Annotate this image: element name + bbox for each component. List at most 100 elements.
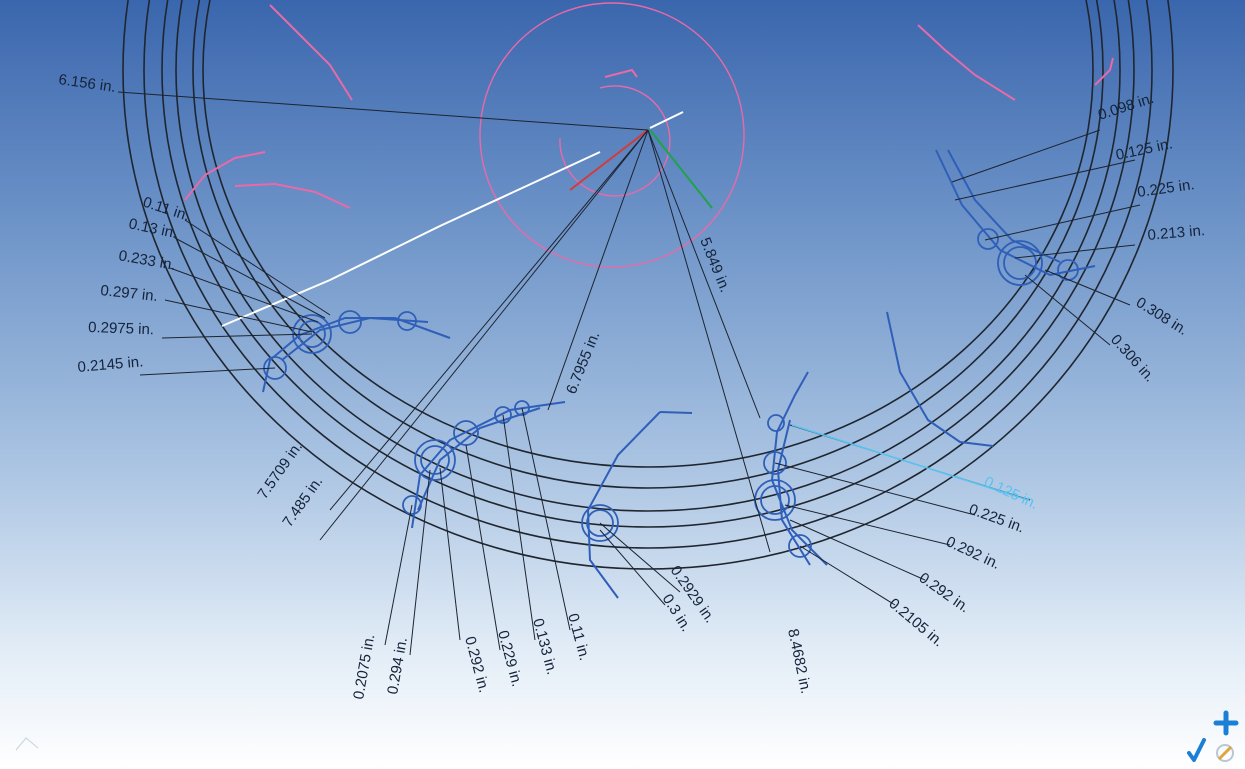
leader-line-28 xyxy=(502,414,536,641)
leader-line-26 xyxy=(439,467,461,641)
dimension-label-d-0-292-c[interactable]: 0.292 in. xyxy=(461,635,492,695)
dimension-label-d-0-2145[interactable]: 0.2145 in. xyxy=(77,353,144,376)
sketch-circle-20 xyxy=(1003,246,1037,280)
clear-button[interactable] xyxy=(1213,741,1237,769)
leader-line-15 xyxy=(984,204,1141,241)
red-axis xyxy=(569,129,649,191)
selected-leader-line xyxy=(791,424,1029,501)
dimension-label-d-0-2105[interactable]: 0.2105 in. xyxy=(885,595,946,650)
plus-icon xyxy=(1213,710,1239,736)
blue-slot-right-lower xyxy=(770,371,828,566)
construction-circle-5 xyxy=(143,0,1153,549)
leader-line-27 xyxy=(465,444,501,651)
blue-slot-right-upper-inner xyxy=(947,149,1061,263)
leader-line-21 xyxy=(784,504,951,546)
pink-curve-top xyxy=(269,4,353,101)
leader-line-11 xyxy=(161,333,313,339)
white-dotted-line xyxy=(221,151,601,327)
leader-line-22 xyxy=(789,519,926,581)
leader-line-6 xyxy=(647,129,771,553)
leader-line-29 xyxy=(521,407,571,631)
dimension-label-d-0-11-bottom[interactable]: 0.11 in. xyxy=(564,612,593,663)
leader-line-14 xyxy=(954,159,1136,201)
dimension-label-d-0-225-lower[interactable]: 0.225 in. xyxy=(967,501,1027,537)
dimension-label-d-0-292-b[interactable]: 0.292 in. xyxy=(916,569,973,616)
sketch-circle-11 xyxy=(514,400,530,416)
dimension-labels: 6.156 in.5.849 in.6.7955 in.7.5709 in.7.… xyxy=(57,71,1205,701)
sketch-circle-21 xyxy=(997,240,1043,286)
sketch-circle-4 xyxy=(397,311,417,331)
leader-line-9 xyxy=(169,267,319,323)
blue-slot-right-lower-inner xyxy=(776,419,811,566)
leader-line-13 xyxy=(951,129,1101,183)
leader-line-25 xyxy=(409,469,431,656)
sketch-circle-12 xyxy=(586,509,614,537)
dimension-label-d-0-213[interactable]: 0.213 in. xyxy=(1147,222,1206,244)
leader-line-17 xyxy=(1044,269,1131,306)
green-axis xyxy=(649,129,713,209)
sketch-circle-14 xyxy=(767,414,785,432)
leader-line-3 xyxy=(547,129,649,411)
construction-circle-6 xyxy=(122,0,1174,570)
blue-curve-right xyxy=(886,311,994,447)
sketch-circle-3 xyxy=(338,310,362,334)
pink-circle-outer xyxy=(479,2,745,268)
leader-line-5 xyxy=(319,129,649,541)
leader-line-24 xyxy=(384,504,413,646)
dimension-label-d-0-225-right[interactable]: 0.225 in. xyxy=(1136,176,1195,201)
sketch-geometry xyxy=(184,2,1114,599)
leader-line-1 xyxy=(117,91,649,131)
dimension-leaders xyxy=(117,91,1141,656)
construction-circle-2 xyxy=(192,0,1104,489)
leader-line-8 xyxy=(174,237,326,319)
leader-line-16 xyxy=(1014,244,1136,259)
pink-arc-inner xyxy=(559,85,671,197)
dimension-label-d-0-294[interactable]: 0.294 in. xyxy=(384,636,411,696)
leader-line-7 xyxy=(184,219,331,316)
leader-line-20 xyxy=(774,462,976,516)
blue-hook-center-top xyxy=(659,411,693,414)
sketch-circle-7 xyxy=(420,445,450,475)
sketch-circle-19 xyxy=(977,228,999,250)
pink-curve-left xyxy=(184,151,266,201)
leader-line-2 xyxy=(647,129,761,419)
dimension-label-d-6-156[interactable]: 6.156 in. xyxy=(57,71,116,96)
leader-line-31 xyxy=(599,529,666,606)
dimension-label-d-6-7955[interactable]: 6.7955 in. xyxy=(563,329,603,396)
leader-line-23 xyxy=(799,545,896,606)
blue-slot-bottom xyxy=(411,401,566,529)
leader-line-30 xyxy=(599,522,681,593)
dimension-label-d-8-4682[interactable]: 8.4682 in. xyxy=(784,627,814,695)
sketch-circle-2 xyxy=(292,314,332,354)
eraser-icon xyxy=(1216,744,1234,762)
sketch-circle-8 xyxy=(414,439,456,481)
dimension-label-d-0-233[interactable]: 0.233 in. xyxy=(117,247,177,274)
pink-tick-right xyxy=(1094,57,1114,86)
accept-button[interactable] xyxy=(1185,737,1207,768)
dimension-label-d-0-098[interactable]: 0.098 in. xyxy=(1096,90,1156,124)
dimension-label-d-0-2075[interactable]: 0.2075 in. xyxy=(350,633,378,701)
dimension-label-d-0-308[interactable]: 0.308 in. xyxy=(1133,294,1191,339)
sketch-circle-18 xyxy=(788,534,812,558)
dimension-label-d-5-849[interactable]: 5.849 in. xyxy=(696,235,733,295)
sketch-circle-13 xyxy=(581,504,619,542)
checkmark-icon xyxy=(1187,738,1206,762)
dimension-label-d-0-292-a[interactable]: 0.292 in. xyxy=(943,533,1002,573)
construction-circle-3 xyxy=(175,0,1121,512)
dimension-label-d-0-306[interactable]: 0.306 in. xyxy=(1107,331,1158,385)
leader-line-12 xyxy=(139,367,276,376)
dimension-label-d-0-229[interactable]: 0.229 in. xyxy=(494,629,525,689)
dimension-label-d-0-297[interactable]: 0.297 in. xyxy=(100,282,159,305)
add-button[interactable] xyxy=(1213,710,1239,741)
dimension-label-d-0-2975[interactable]: 0.2975 in. xyxy=(88,319,154,338)
pink-notch xyxy=(604,68,638,78)
dimension-label-d-7-485[interactable]: 7.485 in. xyxy=(279,473,326,530)
sketch-circle-10 xyxy=(494,406,512,424)
sketch-circle-16 xyxy=(760,485,790,515)
dimension-label-d-0-133[interactable]: 0.133 in. xyxy=(529,617,560,677)
view-triad xyxy=(14,726,40,757)
concentric-circles xyxy=(122,0,1174,570)
blue-slot-left-inner xyxy=(281,316,429,361)
